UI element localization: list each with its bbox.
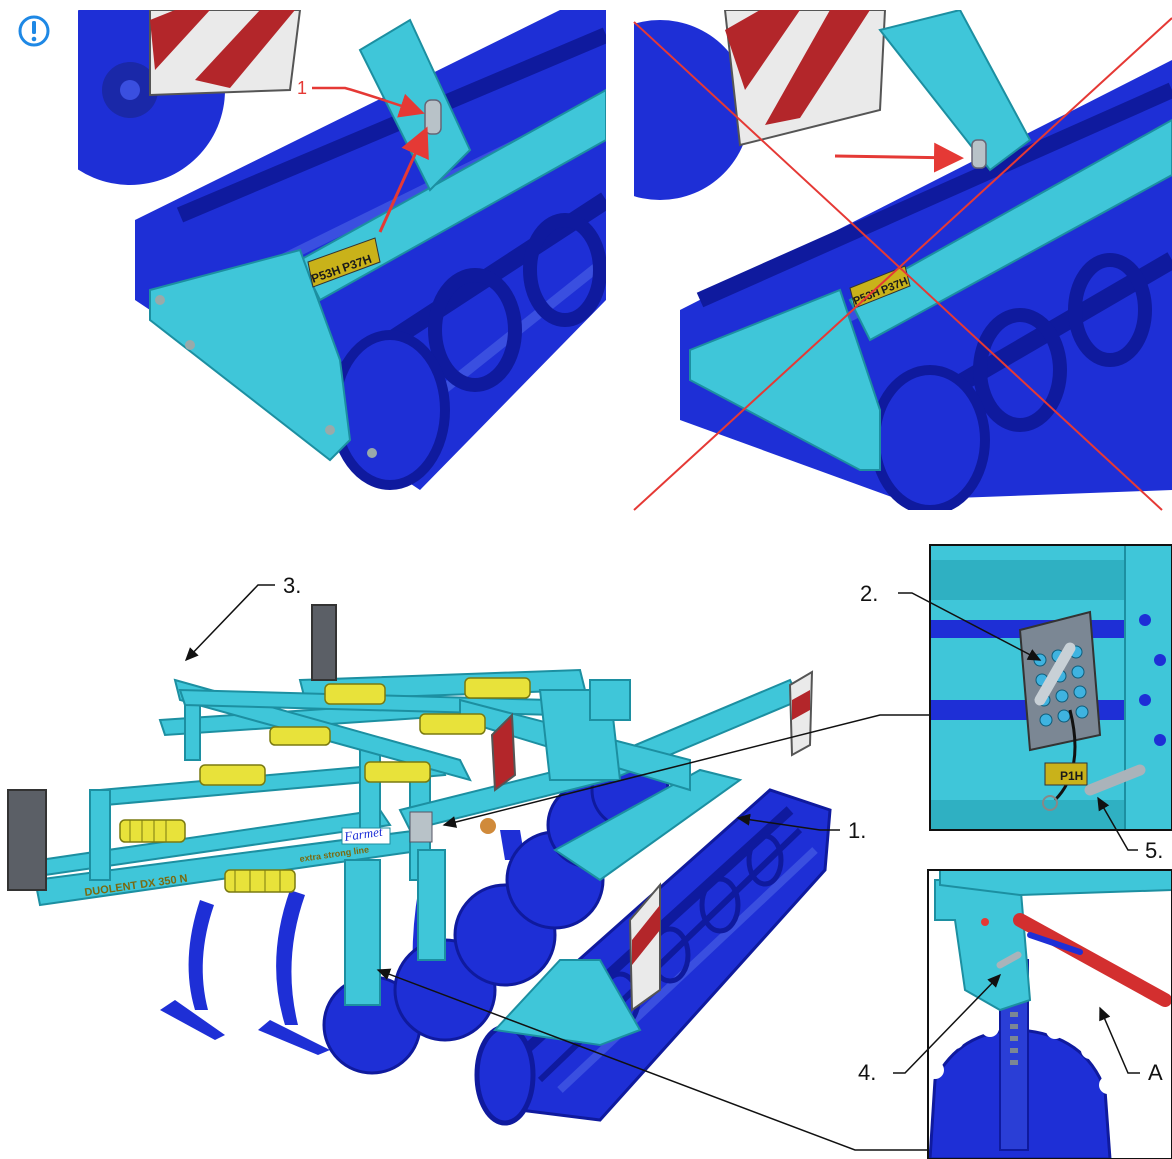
callout-5-leader xyxy=(1097,796,1138,851)
detail-top-frame: P1H xyxy=(929,544,1172,831)
callout-1-leader xyxy=(736,813,840,831)
parking-pin xyxy=(1084,764,1146,796)
brand-label: Farmet xyxy=(342,824,383,844)
detail-bottom-leader xyxy=(376,968,928,1151)
side-board-left xyxy=(7,789,47,891)
warning-sign xyxy=(149,10,302,97)
warning-sign-2 xyxy=(723,10,887,147)
hub-cap xyxy=(480,818,496,834)
callout-2: 2. xyxy=(860,581,878,606)
pin-plate xyxy=(409,811,433,843)
callout-4-leader xyxy=(893,973,1002,1074)
callout-1-arrow-2 xyxy=(378,126,429,233)
callout-a: A xyxy=(1148,1060,1163,1085)
callout-1-main: 1. xyxy=(848,818,866,843)
callout-1-arrow xyxy=(312,86,425,118)
springs xyxy=(119,677,531,893)
callout-2-leader xyxy=(898,592,1042,661)
callout-4: 4. xyxy=(858,1060,876,1085)
decal-detail: P1H xyxy=(1060,769,1083,783)
machine-illustration: Farmet DUOLENT DX 350 N extra strong lin… xyxy=(7,604,832,1126)
handle-a xyxy=(1013,913,1172,1007)
side-board-top xyxy=(311,604,337,681)
callout-a-leader xyxy=(1099,1006,1140,1074)
detail-bottom-frame xyxy=(927,869,1172,1159)
red-arrow-tr xyxy=(834,142,964,173)
callout-1-top: 1 xyxy=(297,78,307,98)
callout-5: 5. xyxy=(1145,838,1163,863)
incorrect-cross xyxy=(633,17,1172,511)
top-left-illustration: P53H P37H xyxy=(78,10,606,500)
locking-pin xyxy=(1034,642,1076,706)
callout-3: 3. xyxy=(283,573,301,598)
top-right-illustration: P53H P37H xyxy=(634,10,1172,510)
exclamation-circle-icon xyxy=(18,15,50,47)
callout-3-leader xyxy=(184,584,275,662)
warning-sign-main xyxy=(490,670,814,1012)
detail-top-leader xyxy=(442,714,930,828)
frame-bracket-2 xyxy=(689,10,1172,471)
